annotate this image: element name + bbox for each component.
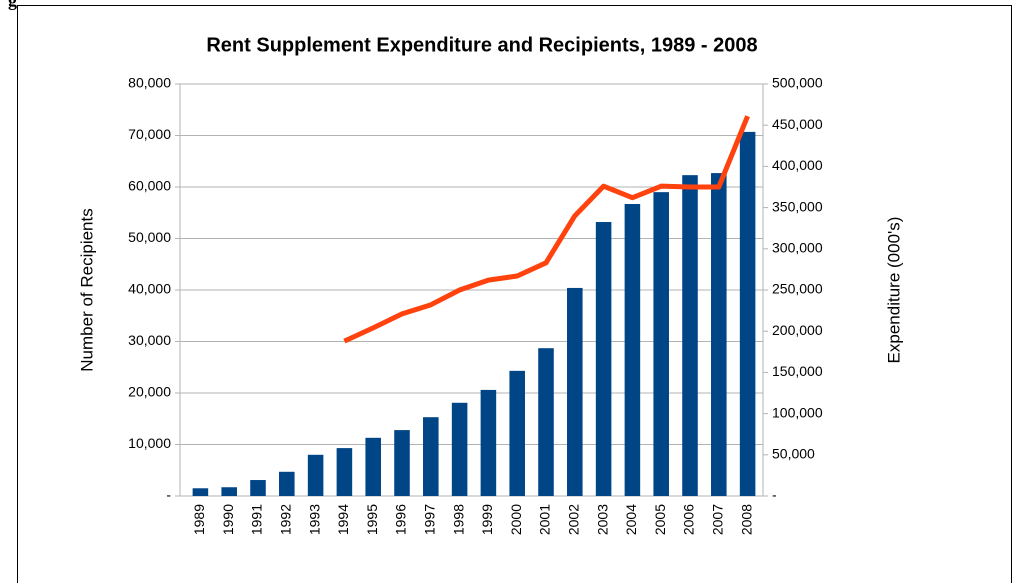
x-tick-label: 2005 [652,504,668,535]
y2-tick-label: 400,000 [772,157,823,173]
y-axis-label: Number of Recipients [77,208,96,371]
bar [423,417,439,496]
y-tick-label: - [166,487,171,503]
bar [739,131,756,496]
x-tick-label: 1993 [306,504,322,535]
bar [394,430,410,496]
bar [365,437,381,496]
x-tick-label: 2002 [566,504,582,535]
x-tick-label: 1996 [393,504,409,535]
x-tick-label: 1990 [220,504,236,535]
x-tick-label: 1997 [422,504,438,535]
bar [451,402,468,496]
bar [192,488,209,496]
bar [250,480,266,496]
line [343,115,750,344]
y-tick-label: 10,000 [128,435,171,451]
chart-frame [17,5,1012,583]
bar [624,203,641,496]
header-fragment: g [8,0,17,10]
y2-tick-label: 500,000 [772,75,823,91]
bar [538,348,554,496]
y2-tick-label: - [772,487,777,503]
y2-tick-label: 300,000 [772,240,823,256]
bar [653,192,669,496]
y-tick-label: 50,000 [128,229,171,245]
x-tick-label: 1994 [335,504,351,535]
y2-tick-label: 200,000 [772,322,823,338]
y2-tick-label: 50,000 [772,446,815,462]
y-tick-label: 80,000 [128,75,171,91]
y2-tick-label: 150,000 [772,363,823,379]
x-tick-label: 1991 [249,504,265,535]
y2-tick-label: 350,000 [772,198,823,214]
x-tick-label: 2001 [537,504,553,535]
x-tick-label: 2000 [508,504,524,535]
bar [595,222,612,496]
bar [221,487,237,496]
x-tick-label: 2006 [681,504,697,535]
y2-tick-label: 100,000 [772,404,823,420]
y-tick-label: 20,000 [128,384,171,400]
x-tick-label: 1998 [450,504,466,535]
x-tick-label: 1999 [479,504,495,535]
y-tick-label: 30,000 [128,332,171,348]
x-tick-label: 1995 [364,504,380,535]
bar [567,287,583,496]
y2-tick-label: 250,000 [772,281,823,297]
x-tick-label: 2008 [738,504,754,535]
bar [307,454,324,496]
x-tick-label: 2004 [623,504,639,535]
y-tick-label: 60,000 [128,178,171,194]
x-tick-label: 2007 [710,504,726,535]
chart-title: Rent Supplement Expenditure and Recipien… [206,34,757,56]
x-tick-label: 2003 [594,504,610,535]
y2-axis-label: Expenditure (000's) [884,217,903,364]
x-tick-label: 1992 [278,504,294,535]
y-tick-label: 70,000 [128,126,171,142]
bar [279,471,295,496]
bar [336,448,353,496]
bar [682,175,698,496]
bar [480,389,497,496]
y-tick-label: 40,000 [128,281,171,297]
x-tick-label: 1989 [191,504,207,535]
bar [509,370,525,496]
bar [711,173,727,496]
y2-tick-label: 450,000 [772,116,823,132]
